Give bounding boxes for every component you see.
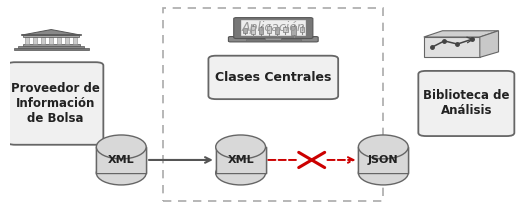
Polygon shape — [22, 29, 81, 35]
FancyBboxPatch shape — [418, 71, 514, 136]
FancyBboxPatch shape — [49, 37, 53, 44]
FancyBboxPatch shape — [241, 20, 306, 36]
Ellipse shape — [96, 161, 146, 185]
Polygon shape — [96, 147, 146, 173]
FancyBboxPatch shape — [265, 38, 281, 40]
Ellipse shape — [96, 135, 146, 159]
Text: Proveedor de
Información
de Bolsa: Proveedor de Información de Bolsa — [11, 82, 100, 125]
FancyBboxPatch shape — [243, 28, 247, 33]
FancyBboxPatch shape — [73, 37, 77, 44]
Polygon shape — [96, 147, 146, 173]
FancyBboxPatch shape — [23, 35, 79, 37]
Text: Clases Centrales: Clases Centrales — [215, 71, 331, 84]
Polygon shape — [424, 37, 480, 57]
FancyBboxPatch shape — [33, 37, 37, 44]
FancyBboxPatch shape — [23, 44, 80, 46]
Polygon shape — [358, 147, 408, 173]
FancyBboxPatch shape — [57, 37, 61, 44]
FancyBboxPatch shape — [299, 27, 304, 33]
Ellipse shape — [216, 135, 266, 159]
Ellipse shape — [358, 161, 408, 185]
Text: Biblioteca de
Análisis: Biblioteca de Análisis — [423, 90, 509, 117]
Polygon shape — [480, 31, 499, 57]
FancyBboxPatch shape — [275, 27, 279, 34]
FancyBboxPatch shape — [292, 26, 296, 35]
Text: JSON: JSON — [368, 155, 399, 165]
Ellipse shape — [358, 135, 408, 159]
FancyBboxPatch shape — [251, 26, 255, 34]
FancyBboxPatch shape — [7, 62, 103, 145]
FancyBboxPatch shape — [267, 26, 271, 33]
FancyBboxPatch shape — [41, 37, 45, 44]
Text: XML: XML — [108, 155, 135, 165]
FancyBboxPatch shape — [25, 37, 29, 44]
FancyBboxPatch shape — [21, 34, 81, 35]
FancyBboxPatch shape — [234, 18, 313, 38]
FancyBboxPatch shape — [284, 27, 288, 32]
Polygon shape — [358, 147, 408, 173]
Text: XML: XML — [227, 155, 254, 165]
Polygon shape — [424, 31, 499, 37]
FancyBboxPatch shape — [246, 39, 301, 41]
Polygon shape — [216, 147, 266, 173]
Ellipse shape — [216, 161, 266, 185]
FancyBboxPatch shape — [19, 46, 84, 48]
FancyBboxPatch shape — [259, 27, 263, 34]
Polygon shape — [216, 147, 266, 173]
FancyBboxPatch shape — [65, 37, 69, 44]
Text: Aplicación: Aplicación — [242, 21, 305, 34]
FancyBboxPatch shape — [228, 37, 318, 42]
FancyBboxPatch shape — [14, 48, 89, 50]
FancyBboxPatch shape — [208, 56, 338, 99]
